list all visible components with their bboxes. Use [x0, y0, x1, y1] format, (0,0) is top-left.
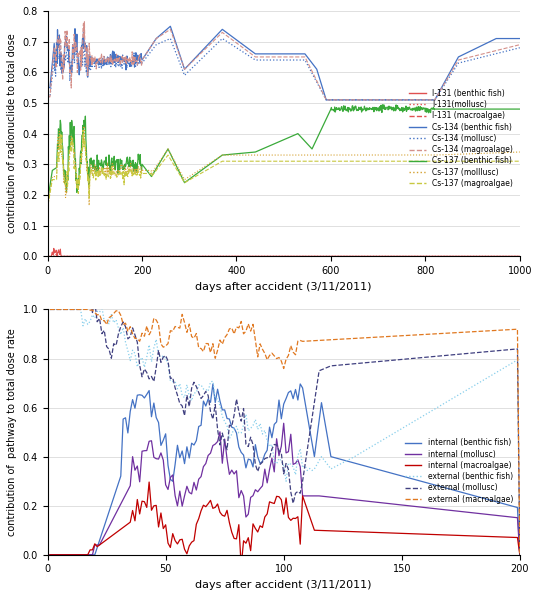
Legend: internal (benthic fish), internal (mollusc), internal (macroalgae), external (be: internal (benthic fish), internal (mollu… [402, 435, 516, 507]
Legend: I-131 (benthic fish), I-131(mollusc), I-131 (macroalgae), Cs-134 (benthic fish),: I-131 (benthic fish), I-131(mollusc), I-… [406, 86, 516, 191]
X-axis label: days after accident (3/11/2011): days after accident (3/11/2011) [196, 282, 372, 291]
X-axis label: days after accident (3/11/2011): days after accident (3/11/2011) [196, 580, 372, 590]
Y-axis label: contribution of  pathway to total dose rate: contribution of pathway to total dose ra… [7, 328, 17, 536]
Y-axis label: contribution of radionuclide to total dose: contribution of radionuclide to total do… [7, 34, 17, 233]
